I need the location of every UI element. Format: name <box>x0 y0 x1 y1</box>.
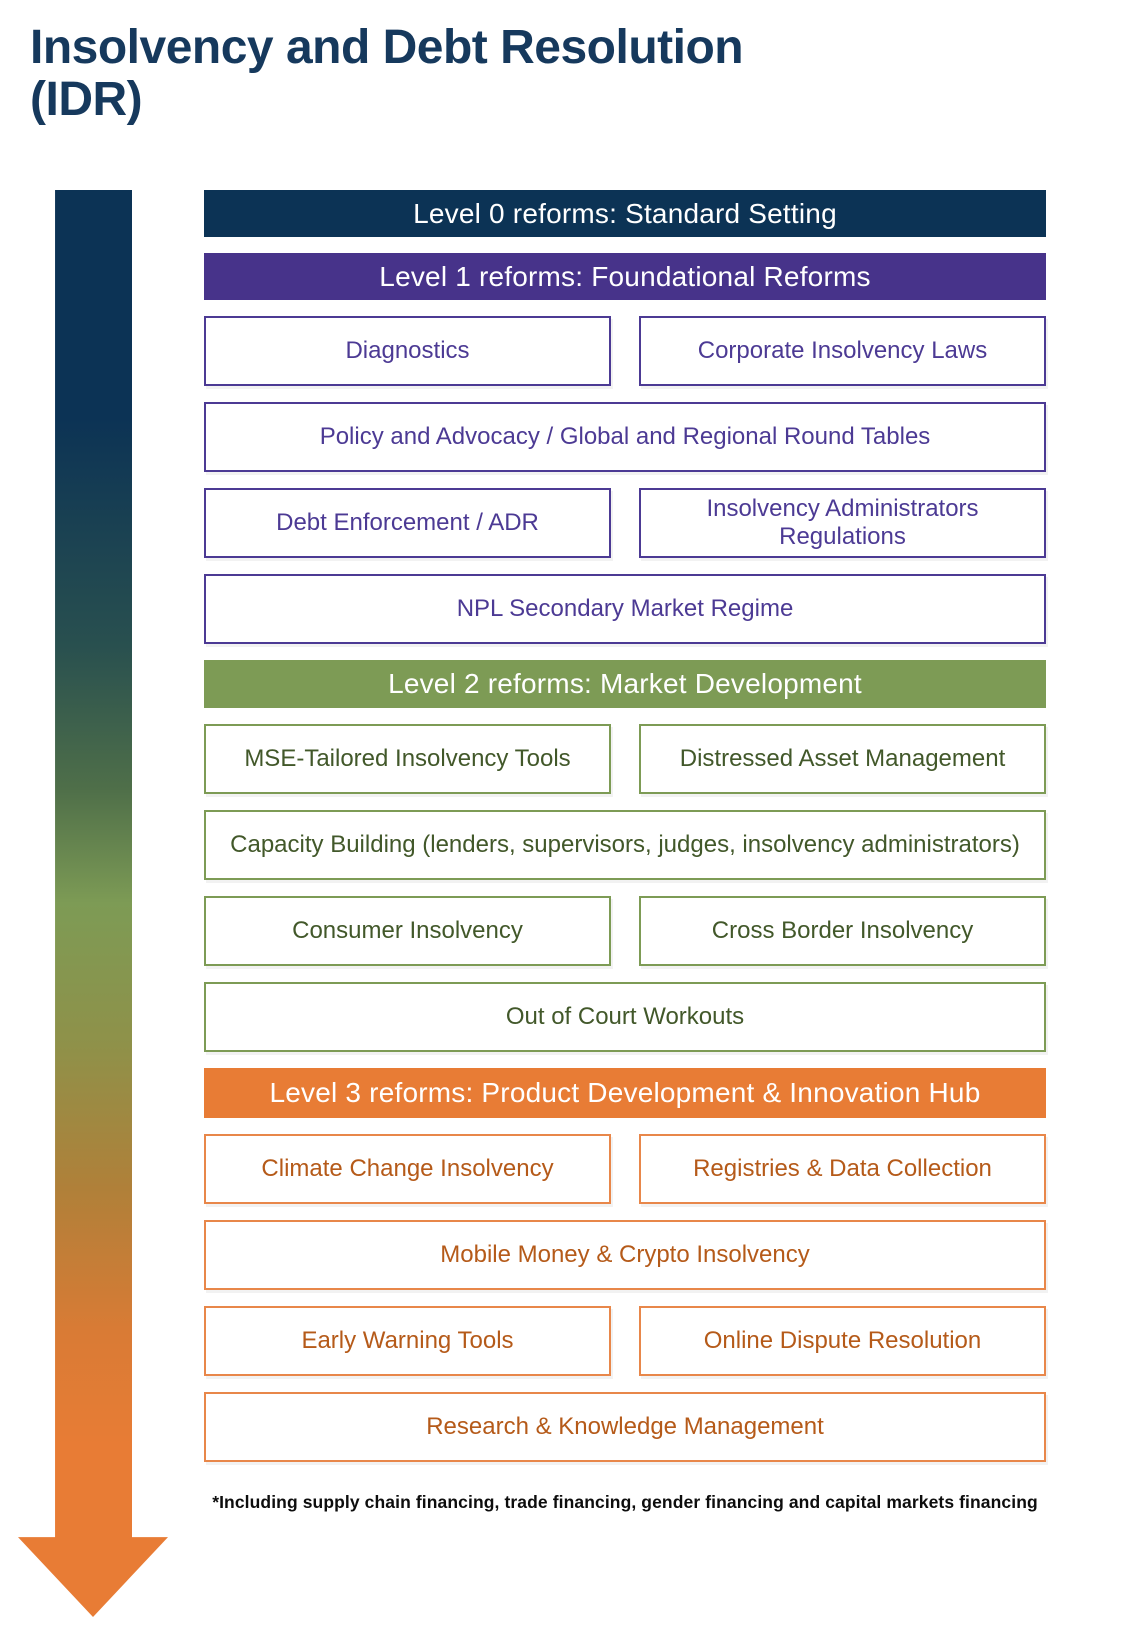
level2-box-distressed-asset-management: Distressed Asset Management <box>639 724 1046 794</box>
level2-box-mse-tailored-insolvency-tools: MSE-Tailored Insolvency Tools <box>204 724 611 794</box>
level2-box-out-of-court-workouts: Out of Court Workouts <box>204 982 1046 1052</box>
page-title-line1: Insolvency and Debt Resolution <box>30 21 744 74</box>
level2-box-consumer-insolvency: Consumer Insolvency <box>204 896 611 966</box>
level3-header: Level 3 reforms: Product Development & I… <box>204 1068 1046 1118</box>
level1-box-npl-secondary-market-regime: NPL Secondary Market Regime <box>204 574 1046 644</box>
level1-box-debt-enforcement-adr: Debt Enforcement / ADR <box>204 488 611 558</box>
gradient-down-arrow <box>18 190 168 1617</box>
level1-box-corporate-insolvency-laws: Corporate Insolvency Laws <box>639 316 1046 386</box>
level3-box-climate-change-insolvency: Climate Change Insolvency <box>204 1134 611 1204</box>
level0-header: Level 0 reforms: Standard Setting <box>204 190 1046 237</box>
level2-box-capacity-building: Capacity Building (lenders, supervisors,… <box>204 810 1046 880</box>
level3-box-mobile-money-crypto-insolvency: Mobile Money & Crypto Insolvency <box>204 1220 1046 1290</box>
level1-header: Level 1 reforms: Foundational Reforms <box>204 253 1046 300</box>
page-title-line2: (IDR) <box>30 72 143 126</box>
reform-levels-stack: Level 0 reforms: Standard Setting Level … <box>204 190 1046 1513</box>
level3-box-research-knowledge-management: Research & Knowledge Management <box>204 1392 1046 1462</box>
level3-box-early-warning-tools: Early Warning Tools <box>204 1306 611 1376</box>
level2-header: Level 2 reforms: Market Development <box>204 660 1046 708</box>
level1-box-policy-and-advocacy: Policy and Advocacy / Global and Regiona… <box>204 402 1046 472</box>
level3-box-registries-data-collection: Registries & Data Collection <box>639 1134 1046 1204</box>
level1-box-insolvency-administrators-regulations: Insolvency Administrators Regulations <box>639 488 1046 558</box>
level3-box-online-dispute-resolution: Online Dispute Resolution <box>639 1306 1046 1376</box>
footnote: *Including supply chain financing, trade… <box>212 1492 1038 1512</box>
level2-box-cross-border-insolvency: Cross Border Insolvency <box>639 896 1046 966</box>
page-title: Insolvency and Debt Resolution (IDR) <box>30 22 1010 126</box>
level1-box-diagnostics: Diagnostics <box>204 316 611 386</box>
